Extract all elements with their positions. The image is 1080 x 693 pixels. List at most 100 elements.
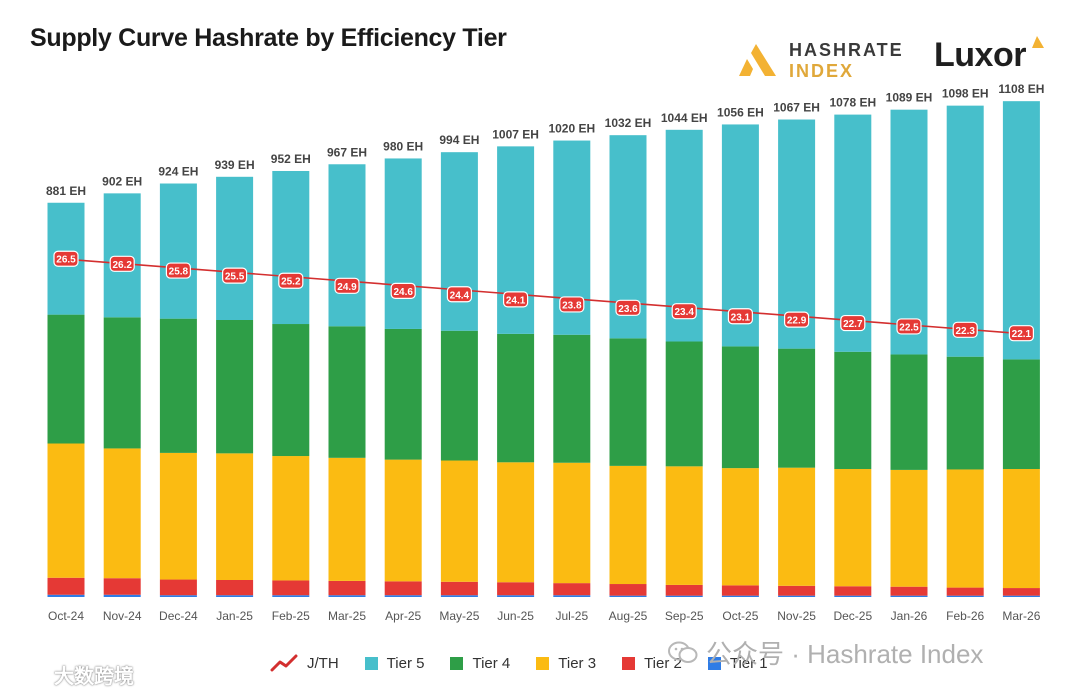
jth-trend-line	[65, 258, 1022, 335]
total-label: 939 EH	[215, 158, 255, 172]
jth-badge-box	[840, 314, 866, 332]
bar-tier2-sep-25	[665, 584, 703, 596]
legend-item-tier5: Tier 5	[364, 655, 424, 672]
bar-tier2-nov-24	[103, 578, 141, 595]
jth-label: 23.4	[674, 307, 694, 318]
x-tick-label: Mar-26	[1002, 609, 1040, 623]
bar-tier1-oct-24	[47, 594, 85, 597]
bar-tier4-feb-26	[946, 356, 984, 470]
legend-swatch	[536, 656, 550, 670]
bar-tier1-sep-25	[665, 595, 703, 597]
jth-badge: 23.8	[559, 296, 585, 313]
bar-tier4-dec-24	[159, 318, 197, 453]
hashrate-index-logo-word2: INDEX	[789, 61, 855, 81]
bar-tier4-aug-25	[609, 338, 647, 466]
jth-badge: 25.2	[278, 272, 304, 289]
bar-tier5-jan-25	[216, 176, 254, 320]
total-label: 924 EH	[158, 165, 198, 179]
wechat-icon	[668, 641, 698, 663]
bar-tier5-nov-25	[778, 119, 816, 349]
total-label: 902 EH	[102, 174, 142, 188]
total-label: 1056 EH	[717, 105, 764, 119]
bar-tier5-feb-26	[946, 105, 984, 357]
legend-label: J/TH	[307, 654, 339, 672]
jth-badge-box	[53, 250, 79, 267]
corner-watermark-text: 大数跨境	[54, 666, 134, 688]
bar-tier4-nov-25	[778, 348, 816, 468]
jth-badge: 22.7	[840, 314, 866, 332]
bar-tier2-oct-24	[47, 577, 85, 595]
x-tick-label: Feb-26	[946, 609, 984, 623]
x-tick-label: Aug-25	[609, 609, 648, 623]
luxor-logo-icon	[1032, 36, 1044, 48]
jth-badge: 26.2	[109, 255, 135, 272]
jth-badge: 23.4	[671, 303, 697, 320]
jth-badge: 24.6	[390, 282, 416, 299]
jth-label: 22.1	[1012, 329, 1032, 340]
jth-label: 24.6	[393, 287, 413, 298]
luxor-logo-word: Luxor	[934, 36, 1026, 74]
jth-badge-box	[727, 308, 754, 325]
wechat-watermark: 公众号 · Hashrate Index	[668, 634, 983, 671]
bar-tier2-feb-25	[272, 580, 310, 596]
bar-tier5-nov-24	[103, 193, 141, 318]
corner-watermark-icon	[7, 667, 45, 682]
bar-tier4-apr-25	[384, 328, 422, 460]
bar-tier1-oct-25	[721, 595, 759, 597]
jth-badge-box	[446, 286, 472, 303]
bar-tier5-dec-24	[159, 183, 197, 319]
x-tick-label: Oct-25	[722, 609, 758, 623]
bar-tier1-jun-25	[497, 595, 535, 597]
legend-swatch	[707, 656, 721, 670]
bar-tier1-aug-25	[609, 595, 647, 597]
total-label: 1067 EH	[773, 101, 820, 115]
bar-tier4-oct-25	[721, 346, 759, 469]
total-label: 1089 EH	[886, 91, 933, 105]
bar-tier2-nov-25	[778, 585, 816, 596]
jth-badge-box	[1008, 325, 1035, 342]
x-tick-label: Jan-25	[216, 609, 253, 623]
legend-item-jth: J/TH	[270, 654, 339, 672]
bar-tier1-may-25	[440, 595, 478, 597]
jth-badge-box	[783, 311, 810, 328]
bar-tier1-mar-25	[328, 595, 366, 597]
bar-tier2-jun-25	[497, 582, 535, 596]
jth-badge-box	[222, 267, 248, 284]
jth-label: 23.8	[562, 300, 582, 311]
bar-tier3-aug-25	[609, 465, 647, 585]
bar-tier1-nov-24	[103, 594, 141, 597]
total-label: 1108 EH	[998, 82, 1044, 96]
jth-badge: 23.6	[615, 299, 641, 316]
jth-badge: 22.9	[783, 311, 810, 328]
jth-badge: 22.3	[952, 321, 978, 338]
bar-tier3-mar-26	[1002, 469, 1040, 589]
bar-tier2-feb-26	[946, 587, 984, 596]
bar-tier3-feb-26	[946, 469, 984, 588]
total-label: 952 EH	[271, 152, 311, 166]
legend-item-tier2: Tier 2	[622, 655, 682, 672]
bar-tier5-may-25	[440, 152, 478, 331]
jth-label: 25.2	[281, 277, 301, 288]
total-label: 1044 EH	[661, 111, 708, 125]
jth-badge-box	[615, 299, 641, 316]
jth-badge-box	[671, 303, 697, 320]
x-tick-label: Nov-24	[103, 609, 142, 623]
bar-tier3-sep-25	[665, 466, 703, 585]
jth-badge: 25.5	[222, 267, 248, 284]
jth-badge: 22.5	[896, 318, 922, 335]
bar-tier3-jan-25	[216, 453, 254, 580]
x-tick-label: Jan-26	[891, 609, 928, 623]
bar-tier1-mar-26	[1002, 595, 1040, 597]
legend-label: Tier 1	[729, 654, 768, 672]
total-label: 1098 EH	[942, 87, 989, 101]
bar-tier3-apr-25	[384, 459, 422, 582]
bar-tier4-nov-24	[103, 317, 141, 449]
jth-label: 24.4	[450, 290, 470, 301]
x-tick-label: Nov-25	[777, 609, 816, 623]
bar-tier2-may-25	[440, 581, 478, 596]
bar-tier4-jan-26	[890, 354, 928, 470]
jth-badge-box	[559, 296, 585, 313]
bar-tier4-mar-25	[328, 326, 366, 458]
wechat-watermark-text: 公众号 · Hashrate Index	[706, 639, 984, 669]
jth-badge: 26.5	[53, 250, 79, 267]
